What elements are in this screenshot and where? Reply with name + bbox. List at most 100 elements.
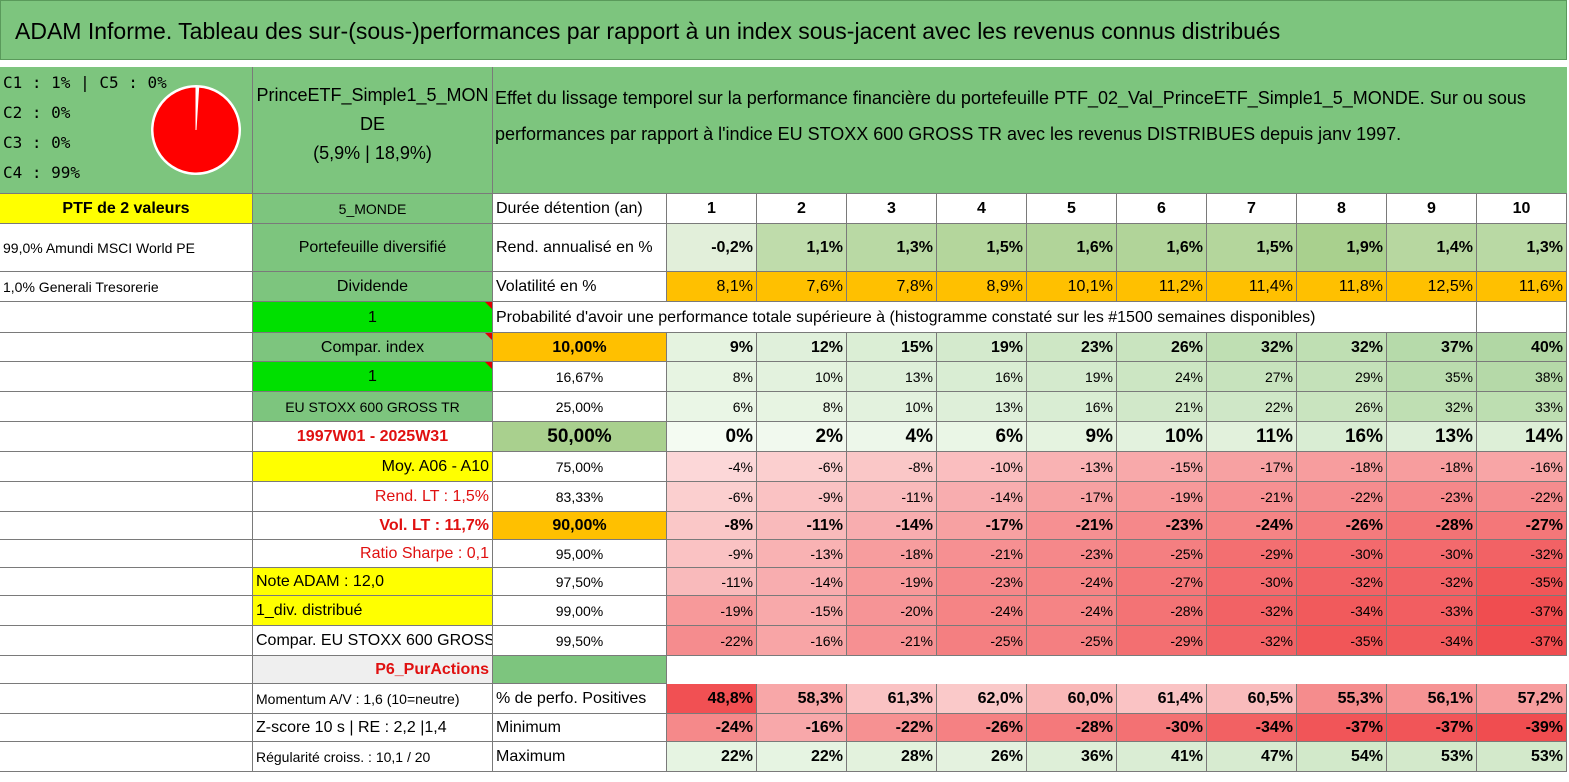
- prob-cell-r9-c1: -19%: [667, 596, 757, 626]
- prob-cell-r9-c7: -32%: [1207, 596, 1297, 626]
- prob-threshold-10: 99,50%: [493, 626, 667, 656]
- rend-cell-6: 1,6%: [1117, 224, 1207, 272]
- vol-cell-4: 8,9%: [937, 272, 1027, 302]
- prob-cell-r4-c2: -6%: [757, 452, 847, 482]
- prob-cell-r6-c5: -21%: [1027, 512, 1117, 540]
- maximum-label: Maximum: [493, 742, 667, 772]
- maximum-cell-8: 54%: [1297, 742, 1387, 772]
- left-cell-r2: 1,0% Generali Tresorerie: [0, 272, 253, 302]
- prob-cell-r5-c10: -22%: [1477, 482, 1567, 512]
- fund-name-line2: DE: [359, 114, 385, 134]
- prob-cell-r1-c1: 8%: [667, 362, 757, 392]
- left-cell-r6: [0, 392, 253, 422]
- maximum-cell-9: 53%: [1387, 742, 1477, 772]
- prob-cell-r1-c6: 24%: [1117, 362, 1207, 392]
- prob-cell-r10-c6: -29%: [1117, 626, 1207, 656]
- prob-cell-r3-c10: 14%: [1477, 422, 1567, 452]
- prob-threshold-6: 90,00%: [493, 512, 667, 540]
- left-cell-r18: [0, 742, 253, 772]
- info-cell-r7: 1997W01 - 2025W31: [253, 422, 493, 452]
- prob-cell-r0-c5: 23%: [1027, 333, 1117, 362]
- prob-threshold-7: 95,00%: [493, 540, 667, 568]
- prob-cell-r2-c8: 26%: [1297, 392, 1387, 422]
- minimum-cell-4: -26%: [937, 714, 1027, 742]
- prob-cell-r3-c9: 13%: [1387, 422, 1477, 452]
- left-cell-r15: [0, 656, 253, 684]
- info-cell-r16: Momentum A/V : 1,6 (10=neutre): [253, 684, 493, 714]
- prob-cell-r0-c4: 19%: [937, 333, 1027, 362]
- vol-cell-6: 11,2%: [1117, 272, 1207, 302]
- prob-cell-r5-c3: -11%: [847, 482, 937, 512]
- report-title: ADAM Informe. Tableau des sur-(sous-)per…: [0, 0, 1567, 60]
- prob-cell-r2-c6: 21%: [1117, 392, 1207, 422]
- prob-threshold-5: 83,33%: [493, 482, 667, 512]
- positive-cell-5: 60,0%: [1027, 684, 1117, 714]
- info-cell-r10: Vol. LT : 11,7%: [253, 512, 493, 540]
- prob-threshold-9: 99,00%: [493, 596, 667, 626]
- info-cell-r18: Régularité croiss. : 10,1 / 20: [253, 742, 493, 772]
- prob-cell-r8-c3: -19%: [847, 568, 937, 596]
- prob-cell-r6-c3: -14%: [847, 512, 937, 540]
- minimum-cell-1: -24%: [667, 714, 757, 742]
- p6-empty-area: [667, 656, 1567, 684]
- prob-cell-r7-c3: -18%: [847, 540, 937, 568]
- prob-cell-r9-c4: -24%: [937, 596, 1027, 626]
- left-cell-r4: [0, 333, 253, 362]
- maximum-cell-2: 22%: [757, 742, 847, 772]
- positive-cell-2: 58,3%: [757, 684, 847, 714]
- positive-cell-7: 60,5%: [1207, 684, 1297, 714]
- p6-block: [493, 656, 667, 684]
- year-label: Durée détention (an): [493, 194, 667, 224]
- rend-cell-3: 1,3%: [847, 224, 937, 272]
- fund-header: PrinceETF_Simple1_5_MON DE (5,9% | 18,9%…: [253, 67, 493, 194]
- prob-cell-r2-c10: 33%: [1477, 392, 1567, 422]
- prob-cell-r6-c9: -28%: [1387, 512, 1477, 540]
- left-cell-r17: [0, 714, 253, 742]
- prob-cell-r3-c6: 10%: [1117, 422, 1207, 452]
- prob-cell-r6-c4: -17%: [937, 512, 1027, 540]
- title-spacer: [0, 60, 1567, 67]
- prob-cell-r1-c4: 16%: [937, 362, 1027, 392]
- minimum-cell-6: -30%: [1117, 714, 1207, 742]
- year-cell-8: 8: [1297, 194, 1387, 224]
- prob-cell-r6-c1: -8%: [667, 512, 757, 540]
- prob-threshold-1: 16,67%: [493, 362, 667, 392]
- prob-threshold-0: 10,00%: [493, 333, 667, 362]
- prob-cell-r4-c7: -17%: [1207, 452, 1297, 482]
- info-cell-r9: Rend. LT : 1,5%: [253, 482, 493, 512]
- comment-marker: [485, 333, 492, 340]
- minimum-cell-9: -37%: [1387, 714, 1477, 742]
- left-cell-r16: [0, 684, 253, 714]
- legend-line-1: C1 : 1% | C5 : 0%: [3, 73, 167, 92]
- maximum-cell-7: 47%: [1207, 742, 1297, 772]
- prob-cell-r5-c4: -14%: [937, 482, 1027, 512]
- prob-cell-r10-c5: -25%: [1027, 626, 1117, 656]
- maximum-cell-1: 22%: [667, 742, 757, 772]
- positive-cell-10: 57,2%: [1477, 684, 1567, 714]
- info-cell-r2: Dividende: [253, 272, 493, 302]
- prob-cell-r9-c10: -37%: [1477, 596, 1567, 626]
- left-cell-r12: [0, 568, 253, 596]
- prob-cell-r7-c4: -21%: [937, 540, 1027, 568]
- info-cell-r11: Ratio Sharpe : 0,1: [253, 540, 493, 568]
- prob-cell-r0-c8: 32%: [1297, 333, 1387, 362]
- prob-cell-r7-c5: -23%: [1027, 540, 1117, 568]
- maximum-cell-4: 26%: [937, 742, 1027, 772]
- prob-cell-r5-c7: -21%: [1207, 482, 1297, 512]
- info-cell-r13: 1_div. distribué: [253, 596, 493, 626]
- maximum-cell-10: 53%: [1477, 742, 1567, 772]
- minimum-label: Minimum: [493, 714, 667, 742]
- prob-cell-r8-c1: -11%: [667, 568, 757, 596]
- rend-label: Rend. annualisé en %: [493, 224, 667, 272]
- rend-cell-2: 1,1%: [757, 224, 847, 272]
- left-cell-r13: [0, 596, 253, 626]
- prob-cell-r0-c9: 37%: [1387, 333, 1477, 362]
- prob-cell-r0-c7: 32%: [1207, 333, 1297, 362]
- prob-cell-r3-c3: 4%: [847, 422, 937, 452]
- prob-cell-r0-c6: 26%: [1117, 333, 1207, 362]
- prob-cell-r5-c2: -9%: [757, 482, 847, 512]
- prob-cell-r8-c9: -32%: [1387, 568, 1477, 596]
- prob-threshold-8: 97,50%: [493, 568, 667, 596]
- prob-cell-r2-c7: 22%: [1207, 392, 1297, 422]
- minimum-cell-10: -39%: [1477, 714, 1567, 742]
